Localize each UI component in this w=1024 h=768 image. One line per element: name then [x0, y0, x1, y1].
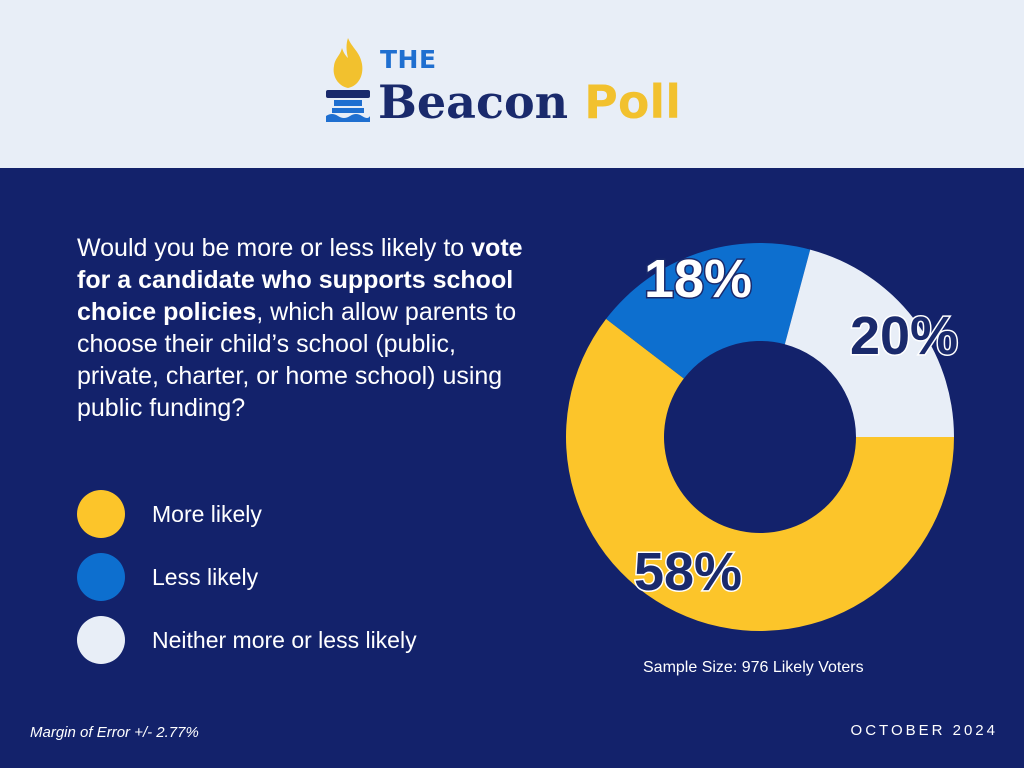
slice-more-likely	[566, 318, 954, 631]
slice-neither	[784, 249, 954, 437]
logo-word-beacon: Beacon	[378, 75, 569, 129]
sample-size-note: Sample Size: 976 Likely Voters	[643, 659, 864, 676]
legend-label-neither: Neither more or less likely	[152, 627, 417, 653]
slice-less-likely	[606, 243, 811, 379]
poll-question: Would you be more or less likely to vote…	[77, 232, 527, 424]
legend-swatch-more-likely	[77, 490, 125, 538]
margin-of-error-note: Margin of Error +/- 2.77%	[30, 724, 199, 741]
legend-swatch-less-likely	[77, 553, 125, 601]
torch-icon	[326, 38, 370, 122]
data-label-neither: 20%	[850, 306, 958, 366]
question-text-start: Would you be more or less likely to	[77, 234, 472, 262]
data-label-more-likely: 58%	[634, 542, 742, 602]
legend-label-more-likely: More likely	[152, 501, 262, 527]
data-label-less-likely: 18%	[644, 249, 752, 309]
legend-swatch-neither	[77, 616, 125, 664]
logo-word-poll: Poll	[584, 75, 681, 129]
header-banner: THE Beacon Poll	[0, 0, 1024, 168]
logo-title: Beacon Poll	[378, 74, 681, 130]
logo-the-text: THE	[380, 45, 437, 74]
poll-date: OCTOBER 2024	[850, 722, 998, 739]
question-text-end: , which allow parents to choose their ch…	[77, 298, 517, 422]
question-text-bold: vote for a candidate who supports school…	[77, 234, 523, 326]
legend-label-less-likely: Less likely	[152, 564, 259, 590]
